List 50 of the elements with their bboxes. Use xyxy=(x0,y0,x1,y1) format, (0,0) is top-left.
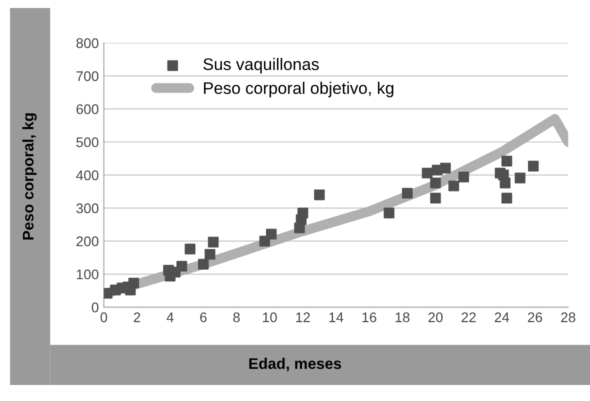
x-tick-label: 10 xyxy=(263,312,277,322)
y-tick-label: 700 xyxy=(76,71,98,82)
point xyxy=(440,162,451,174)
x-axis-title: Edad, meses xyxy=(249,358,342,372)
point xyxy=(208,236,219,248)
legend-label: Peso corporal objetivo, kg xyxy=(204,82,394,98)
point xyxy=(204,248,216,260)
y-tick-label: 800 xyxy=(76,38,98,48)
y-tick-label: 100 xyxy=(76,269,98,280)
x-tick-label: 0 xyxy=(100,312,108,322)
y-tick-label: 500 xyxy=(76,137,98,148)
y-tick-label: 300 xyxy=(76,203,98,214)
point xyxy=(501,192,512,204)
point xyxy=(266,228,277,240)
point xyxy=(176,260,188,272)
legend-label: Sus vaquillonas xyxy=(203,58,319,74)
point xyxy=(458,172,470,182)
x-tick-label: 28 xyxy=(561,312,576,322)
point xyxy=(528,160,539,172)
point xyxy=(500,178,511,188)
y-tick-label: 0 xyxy=(92,302,98,312)
point xyxy=(198,258,209,270)
point xyxy=(430,178,441,188)
point xyxy=(402,188,413,199)
point xyxy=(184,244,196,254)
x-tick-label: 24 xyxy=(494,312,510,322)
y-axis-title: Peso corporal, kg xyxy=(22,113,37,240)
point xyxy=(314,190,325,200)
x-tick-label: 16 xyxy=(362,312,376,322)
x-tick-label: 20 xyxy=(428,312,443,322)
point xyxy=(384,208,394,218)
point xyxy=(128,278,140,288)
x-tick-label: 2 xyxy=(134,312,140,322)
point xyxy=(514,172,526,184)
point xyxy=(448,180,460,192)
y-tick-label: 600 xyxy=(76,104,98,114)
x-tick-label: 8 xyxy=(233,312,240,322)
x-tick-label: 4 xyxy=(166,312,174,322)
point xyxy=(501,156,512,167)
y-tick-label: 200 xyxy=(76,236,98,246)
x-tick-label: 18 xyxy=(396,312,410,322)
point xyxy=(297,208,308,218)
x-tick-label: 12 xyxy=(296,312,310,322)
x-tick-label: 22 xyxy=(462,312,476,322)
x-tick-label: 6 xyxy=(200,312,207,322)
point xyxy=(430,192,441,204)
x-tick-label: 14 xyxy=(329,312,344,322)
y-tick-label: 400 xyxy=(76,170,98,180)
x-tick-label: 26 xyxy=(528,312,542,322)
point xyxy=(422,168,433,178)
